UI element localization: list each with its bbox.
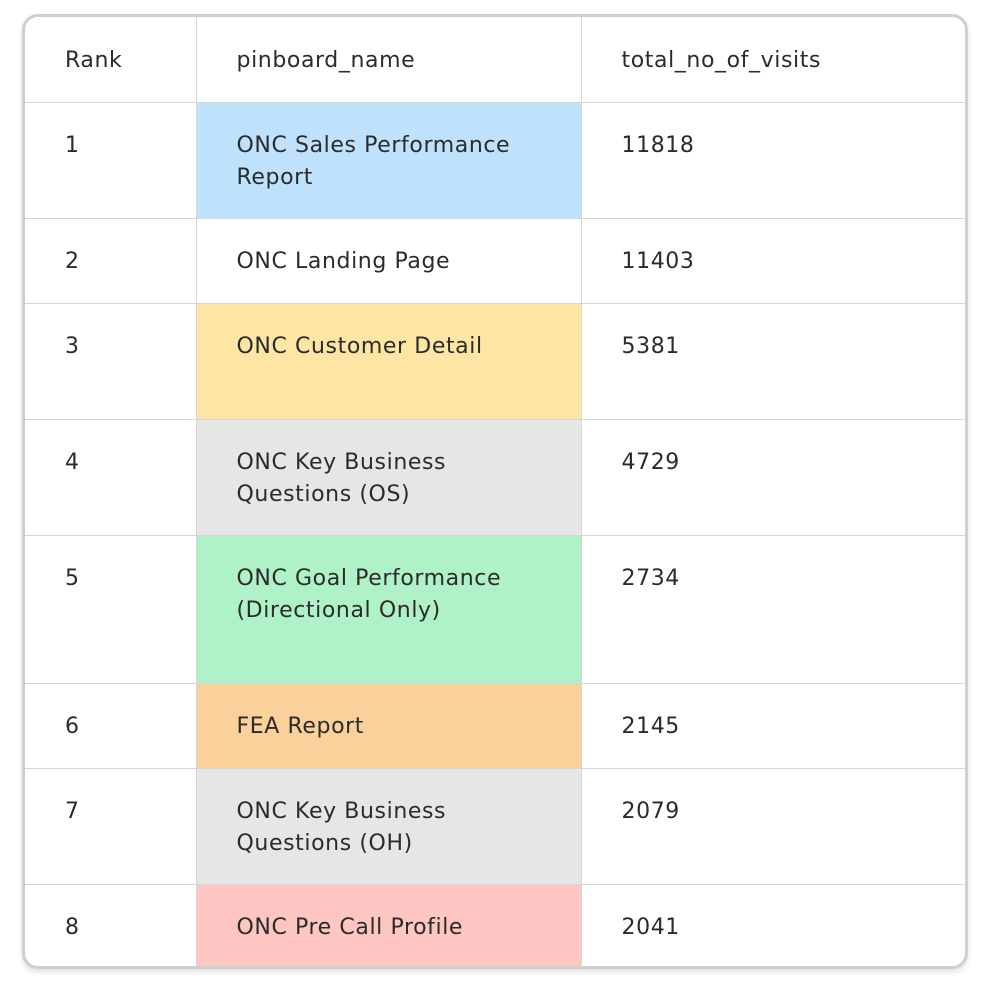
pinboard-name-cell: ONC Key Business Questions (OS): [196, 419, 582, 536]
column-header-rank[interactable]: Rank: [25, 17, 197, 103]
visits-cell: 2145: [581, 683, 965, 769]
table-row[interactable]: 2 ONC Landing Page 11403: [25, 218, 965, 304]
visits-cell: 2079: [581, 768, 965, 885]
visits-cell: 2734: [581, 535, 965, 684]
table-row[interactable]: 5 ONC Goal Performance (Directional Only…: [25, 535, 965, 684]
table-row[interactable]: 7 ONC Key Business Questions (OH) 2079: [25, 768, 965, 885]
pinboard-name-cell: ONC Goal Performance (Directional Only): [196, 535, 582, 684]
table-row[interactable]: 6 FEA Report 2145: [25, 683, 965, 769]
pinboard-name-cell: ONC Key Business Questions (OH): [196, 768, 582, 885]
table-row[interactable]: 8 ONC Pre Call Profile 2041: [25, 884, 965, 966]
rank-cell: 8: [25, 884, 197, 966]
rank-cell: 3: [25, 303, 197, 420]
column-header-total-visits[interactable]: total_no_of_visits: [581, 17, 965, 103]
pinboard-name-cell: FEA Report: [196, 683, 582, 769]
rank-cell: 6: [25, 683, 197, 769]
pinboard-name-cell: ONC Landing Page: [196, 218, 582, 304]
visits-cell: 2041: [621, 914, 680, 940]
visits-cell: 4729: [581, 419, 965, 536]
visits-cell: 11818: [581, 102, 965, 219]
pinboard-name-cell: ONC Customer Detail: [196, 303, 582, 420]
table-row[interactable]: 3 ONC Customer Detail 5381: [25, 303, 965, 420]
results-table-card: Rank pinboard_name total_no_of_visits 1 …: [22, 14, 968, 969]
pinboard-visits-table: Rank pinboard_name total_no_of_visits 1 …: [25, 17, 965, 966]
pinboard-name-cell: ONC Pre Call Profile: [196, 884, 582, 966]
column-header-pinboard-name[interactable]: pinboard_name: [196, 17, 582, 103]
rank-cell: 4: [25, 419, 197, 536]
table-row[interactable]: 4 ONC Key Business Questions (OS) 4729: [25, 419, 965, 536]
pinboard-name-cell: ONC Sales Performance Report: [196, 102, 582, 219]
rank-cell: 5: [25, 535, 197, 684]
table-row[interactable]: 1 ONC Sales Performance Report 11818: [25, 102, 965, 219]
visits-cell: 5381: [581, 303, 965, 420]
rank-cell: 1: [25, 102, 197, 219]
rank-cell: 2: [25, 218, 197, 304]
table-header-row: Rank pinboard_name total_no_of_visits: [25, 17, 965, 103]
rank-cell: 7: [25, 768, 197, 885]
visits-cell: 11403: [581, 218, 965, 304]
